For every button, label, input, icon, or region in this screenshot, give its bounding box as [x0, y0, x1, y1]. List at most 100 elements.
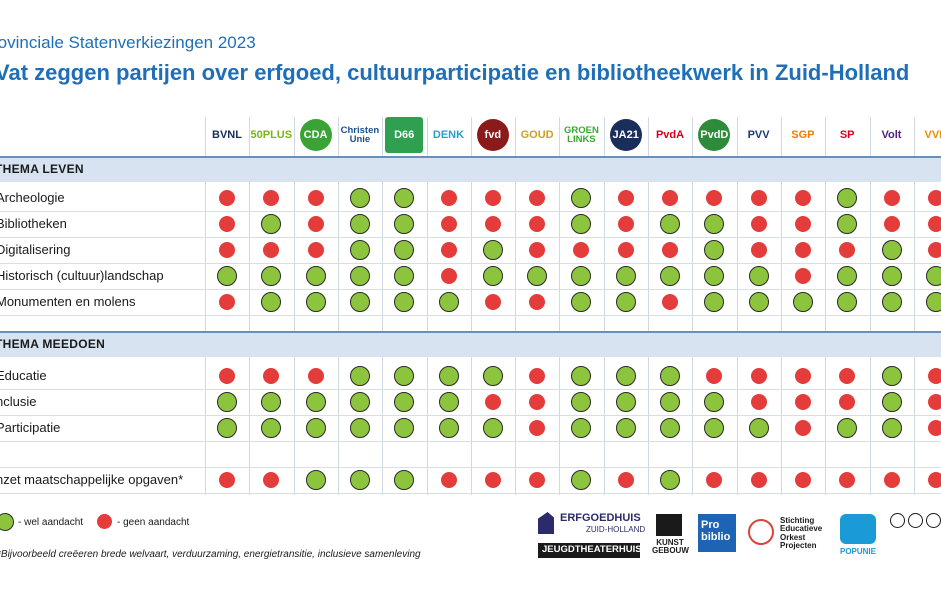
wel-aandacht-dot	[704, 214, 725, 234]
party-logo-groenlinks: GROEN LINKS	[563, 124, 599, 145]
column-divider	[869, 117, 871, 495]
wel-aandacht-dot	[394, 266, 415, 286]
party-logo-pvv: PVV	[747, 128, 770, 141]
wel-aandacht-dot	[704, 392, 725, 412]
popunie-label: POPUNIE	[839, 547, 876, 556]
wel-aandacht-dot	[349, 214, 370, 234]
party-logo-sp: SP	[839, 128, 855, 141]
jeugdtheaterhuis-logo: JEUGDTHEATERHUIS	[538, 543, 642, 558]
subtitle: rovinciale Statenverkiezingen 2023	[0, 33, 256, 52]
wel-aandacht-dot	[925, 292, 941, 312]
geen-aandacht-dot	[883, 216, 900, 232]
party-logo-fvd: fvd	[476, 119, 509, 151]
row-divider	[0, 263, 941, 264]
geen-aandacht-dot	[706, 190, 723, 206]
party-logo-sgp: SGP	[791, 128, 815, 141]
cc-icon	[890, 513, 905, 528]
geen-aandacht-dot	[440, 268, 457, 284]
row-label: Monumenten en molens	[0, 294, 136, 309]
wel-aandacht-dot	[704, 418, 725, 438]
party-logo-goud: GOUD	[520, 128, 554, 141]
geen-aandacht-dot	[573, 242, 590, 258]
geen-aandacht-dot	[440, 242, 457, 258]
row-label: Educatie	[0, 368, 47, 383]
geen-aandacht-dot	[307, 216, 324, 232]
party-logo-bvnl: BVNL	[212, 128, 242, 141]
geen-aandacht-dot	[927, 394, 941, 410]
row-label: Digitalisering	[0, 242, 71, 257]
section-band	[0, 156, 941, 182]
geen-aandacht-dot	[263, 472, 280, 488]
wel-aandacht-dot	[571, 188, 592, 208]
legend-geen-label: - geen aandacht	[117, 517, 190, 528]
geen-aandacht-dot	[794, 420, 811, 436]
geen-aandacht-dot	[529, 472, 546, 488]
wel-aandacht-dot	[482, 366, 503, 386]
party-logo-row: BVNL 50PLUS CDA Christen Unie D66 DENK fvd GOUD…	[0, 117, 941, 155]
geen-aandacht-dot	[263, 368, 280, 384]
column-divider	[736, 117, 738, 495]
geen-aandacht-dot	[927, 368, 941, 384]
geen-aandacht-dot	[794, 368, 811, 384]
party-logo-pvda: PvdA	[655, 128, 685, 141]
wel-aandacht-dot	[349, 188, 370, 208]
geen-aandacht-dot	[529, 242, 546, 258]
section-title: THEMA MEEDOEN	[0, 337, 106, 351]
row-divider	[0, 237, 941, 238]
wel-aandacht-dot	[660, 266, 680, 286]
geen-aandacht-dot	[794, 190, 811, 206]
geen-aandacht-dot	[617, 216, 634, 232]
wel-aandacht-dot	[660, 366, 680, 386]
column-divider	[293, 117, 295, 495]
geen-aandacht-dot	[529, 368, 546, 384]
section-band	[0, 331, 941, 357]
popunie-logo: POPUNIE	[838, 514, 878, 560]
geen-aandacht-dot	[794, 394, 811, 410]
column-divider	[382, 117, 384, 495]
wel-aandacht-dot	[261, 392, 282, 412]
geen-aandacht-dot	[529, 420, 546, 436]
wel-aandacht-dot	[704, 240, 725, 260]
geen-aandacht-dot	[219, 242, 235, 258]
geen-aandacht-dot	[927, 420, 941, 436]
row-divider	[0, 389, 941, 390]
wel-aandacht-dot	[837, 188, 858, 208]
wel-aandacht-dot	[349, 292, 370, 312]
geen-aandacht-dot	[662, 242, 678, 258]
kunstgebouw-label: KUNST GEBOUW	[652, 538, 689, 556]
geen-aandacht-dot	[927, 216, 941, 232]
column-divider	[648, 117, 649, 495]
geen-aandacht-dot	[440, 216, 457, 232]
row-label: Bibliotheken	[0, 216, 67, 231]
geen-aandacht-dot	[617, 242, 634, 258]
wel-aandacht-dot	[305, 266, 326, 286]
column-divider	[205, 117, 206, 495]
wel-aandacht-dot	[615, 266, 636, 286]
row-divider	[0, 415, 941, 416]
column-divider	[603, 117, 605, 495]
geen-aandacht-dot	[794, 216, 811, 232]
wel-aandacht-dot	[217, 266, 237, 286]
column-divider	[559, 117, 561, 495]
geen-aandacht-dot	[307, 190, 324, 206]
wel-aandacht-dot	[261, 292, 282, 312]
wel-aandacht-dot	[571, 392, 592, 412]
column-divider	[426, 117, 428, 495]
row-label: Participatie	[0, 420, 61, 435]
wel-aandacht-dot	[394, 214, 415, 234]
geen-aandacht-dot	[839, 368, 856, 384]
wel-aandacht-dot	[394, 392, 415, 412]
geen-aandacht-dot	[529, 394, 546, 410]
geen-aandacht-dot	[927, 242, 941, 258]
wel-aandacht-dot	[394, 366, 415, 386]
wel-aandacht-dot	[438, 292, 459, 312]
wel-aandacht-dot	[349, 470, 370, 490]
geen-aandacht-dot	[219, 216, 235, 232]
geen-aandacht-dot	[529, 216, 546, 232]
wel-aandacht-dot	[482, 240, 503, 260]
wel-aandacht-dot	[482, 418, 503, 438]
wel-aandacht-dot	[261, 214, 282, 234]
sepo-mark-icon	[748, 519, 774, 545]
column-divider	[515, 117, 517, 495]
geen-aandacht-dot	[794, 242, 811, 258]
